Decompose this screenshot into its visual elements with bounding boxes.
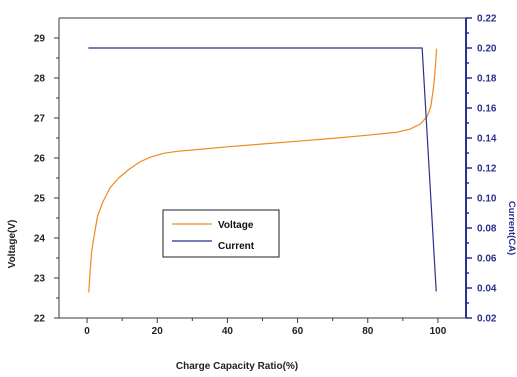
x-tick-label: 60 bbox=[292, 326, 304, 337]
y-right-tick-label: 0.12 bbox=[477, 164, 497, 175]
x-tick-label: 0 bbox=[84, 326, 90, 337]
y-right-tick-label: 0.02 bbox=[477, 314, 497, 325]
legend: Voltage Current bbox=[162, 209, 280, 258]
y-right-tick-label: 0.08 bbox=[477, 224, 497, 235]
y-left-tick-label: 29 bbox=[34, 34, 46, 45]
x-tick-label: 40 bbox=[222, 326, 234, 337]
x-axis-title: Charge Capacity Ratio(%) bbox=[176, 361, 298, 372]
y-right-tick-label: 0.18 bbox=[477, 74, 497, 85]
y-right-tick-label: 0.22 bbox=[477, 14, 497, 25]
x-tick-label: 20 bbox=[152, 326, 164, 337]
y-right-tick-label: 0.20 bbox=[477, 44, 497, 55]
y-left-tick-label: 23 bbox=[34, 274, 46, 285]
x-tick-label: 80 bbox=[362, 326, 374, 337]
y-left-tick-label: 24 bbox=[34, 234, 46, 245]
y-right-tick-label: 0.04 bbox=[477, 284, 497, 295]
series-layer bbox=[88, 47, 438, 293]
y-right-tick-label: 0.14 bbox=[477, 134, 497, 145]
y-axis-title-right: Current(CA) bbox=[506, 201, 517, 255]
legend-box bbox=[162, 209, 280, 258]
y-right-tick-label: 0.06 bbox=[477, 254, 497, 265]
y-left-tick-label: 26 bbox=[34, 154, 46, 165]
x-tick-label: 100 bbox=[430, 326, 447, 337]
series-line-voltage bbox=[88, 48, 438, 293]
legend-label-voltage: Voltage bbox=[218, 220, 254, 231]
y-right-tick-label: 0.10 bbox=[477, 194, 497, 205]
y-right-tick-label: 0.16 bbox=[477, 104, 497, 115]
legend-label-current: Current bbox=[218, 241, 255, 252]
series-line-current bbox=[88, 47, 437, 292]
ticks-layer: 0 20 40 60 80 100 22 23 24 25 26 27 28 29 0.02 0.04 0.06… bbox=[34, 14, 497, 338]
y-left-tick-label: 27 bbox=[34, 114, 46, 125]
y-left-tick-label: 25 bbox=[34, 194, 46, 205]
y-left-tick-label: 28 bbox=[34, 74, 46, 85]
y-left-tick-label: 22 bbox=[34, 314, 46, 325]
y-axis-title-left: Voltage(V) bbox=[7, 220, 18, 269]
